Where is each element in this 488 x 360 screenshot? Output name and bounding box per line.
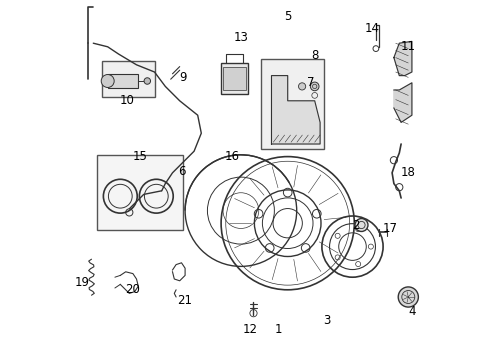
Circle shape	[298, 83, 305, 90]
Text: 20: 20	[125, 283, 140, 296]
Circle shape	[354, 219, 367, 231]
Circle shape	[101, 75, 114, 87]
Polygon shape	[393, 83, 411, 122]
Text: 4: 4	[407, 305, 415, 318]
Text: 11: 11	[400, 40, 415, 53]
Text: 15: 15	[132, 150, 147, 163]
Circle shape	[310, 82, 318, 91]
Bar	[107, 74, 138, 88]
Text: 1: 1	[274, 323, 282, 336]
FancyBboxPatch shape	[97, 155, 183, 230]
Polygon shape	[393, 41, 411, 76]
Text: 10: 10	[120, 94, 135, 107]
Text: 2: 2	[352, 219, 359, 231]
Text: 12: 12	[242, 323, 257, 336]
Bar	[221, 63, 247, 94]
Text: 21: 21	[177, 294, 192, 307]
Text: 13: 13	[233, 31, 248, 44]
Circle shape	[397, 287, 418, 307]
Text: 14: 14	[364, 22, 379, 35]
Text: 7: 7	[307, 76, 314, 89]
Text: 17: 17	[382, 222, 397, 235]
FancyBboxPatch shape	[102, 61, 154, 97]
Bar	[223, 67, 246, 90]
Text: 3: 3	[323, 314, 330, 327]
Polygon shape	[271, 76, 320, 144]
Text: 19: 19	[75, 276, 90, 289]
Text: 16: 16	[224, 150, 239, 163]
Circle shape	[144, 78, 150, 84]
Text: 8: 8	[310, 49, 318, 62]
Text: 9: 9	[179, 71, 187, 84]
Text: 5: 5	[284, 10, 291, 23]
FancyBboxPatch shape	[260, 59, 323, 149]
Text: 6: 6	[177, 165, 185, 177]
Text: 18: 18	[400, 166, 415, 179]
